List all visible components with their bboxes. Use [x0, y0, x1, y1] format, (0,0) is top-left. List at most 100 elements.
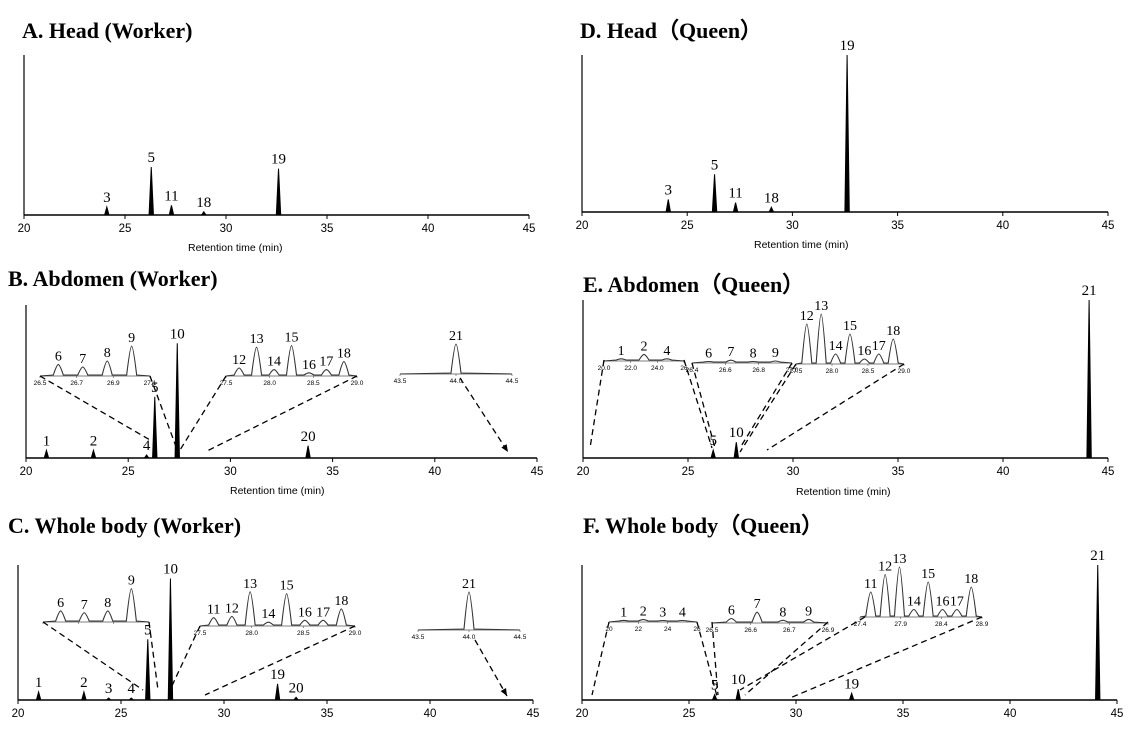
x-tick-label: 30 — [220, 223, 233, 235]
zoom-connector — [169, 625, 201, 691]
inset-tick-label: 26.9 — [107, 380, 120, 387]
x-tick-label: 45 — [1111, 708, 1124, 720]
inset-tick-label: 26.5 — [706, 627, 719, 634]
peak-19 — [844, 54, 850, 213]
inset-1: 20 22 24 26 1 2 3 4 — [591, 605, 719, 701]
inset-tick-label: 28.4 — [935, 621, 948, 628]
peak-label: 18 — [764, 190, 779, 206]
x-tick-label: 40 — [424, 708, 437, 720]
inset-peak-label: 1 — [618, 344, 625, 359]
x-tick-label: 25 — [119, 223, 132, 235]
inset-peak-label: 2 — [641, 339, 648, 354]
inset-1: 6 7 8 9 — [42, 574, 159, 691]
inset-tick-label: 26.9 — [822, 627, 835, 634]
arrow-head-icon — [500, 688, 507, 696]
x-tick-label: 35 — [891, 220, 904, 232]
x-tick-label: 30 — [787, 466, 800, 478]
inset-3: 43.5 44.0 44.5 21 — [412, 577, 527, 697]
peak-label: 10 — [170, 326, 185, 342]
peak-1 — [43, 448, 50, 459]
x-tick-label: 45 — [531, 466, 544, 478]
inset-peak-label: 6 — [728, 604, 735, 619]
zoom-arrow — [474, 639, 508, 697]
x-tick-label: 20 — [576, 220, 589, 232]
peak-11 — [732, 202, 739, 213]
inset-peak-label: 14 — [267, 355, 281, 370]
panel-f: F. Whole body（Queen）20 25 30 35 40 455 10 19212… — [576, 513, 1124, 720]
inset-3: 43.5 44.0 44.5 21 — [394, 329, 519, 453]
inset-tick-label: 28.0 — [826, 368, 839, 375]
peak-3 — [665, 199, 672, 213]
inset-1: 26.5 26.7 26.9 27.1 6 7 8 9 — [34, 331, 179, 453]
zoom-connector — [179, 375, 227, 451]
zoom-connector — [739, 363, 797, 453]
inset-trace — [417, 591, 521, 631]
peak-label: 21 — [1082, 283, 1097, 299]
peak-label: 20 — [289, 680, 304, 696]
inset-tick-label: 26.7 — [70, 380, 83, 387]
inset-peak-label: 17 — [316, 605, 330, 620]
x-tick-label: 30 — [790, 708, 803, 720]
x-tick-label: 45 — [523, 223, 536, 235]
inset-tick-label: 22.0 — [624, 365, 637, 372]
inset-peak-label: 18 — [337, 347, 351, 362]
x-tick-label: 20 — [577, 466, 590, 478]
inset-peak-label: 18 — [886, 324, 900, 339]
zoom-connector — [591, 621, 610, 696]
inset-peak-label: 18 — [964, 572, 978, 587]
inset-tick-label: 44.0 — [450, 378, 463, 385]
peak-3 — [103, 205, 110, 216]
peak-4 — [143, 454, 150, 459]
zoom-connector — [696, 621, 719, 701]
panel-title: D. Head（Queen） — [580, 18, 762, 43]
inset-tick-label: 26.6 — [719, 367, 732, 374]
zoom-connector — [691, 362, 716, 449]
x-tick-label: 25 — [122, 466, 135, 478]
peak-18 — [768, 206, 775, 213]
zoom-connector — [739, 616, 866, 691]
inset-peak-label: 15 — [921, 567, 935, 582]
peak-10 — [167, 578, 174, 701]
peak-5 — [710, 448, 717, 459]
inset-peak-label: 15 — [280, 579, 294, 594]
inset-peak-label: 8 — [104, 346, 111, 361]
peak-18 — [200, 210, 207, 216]
peak-label: 5 — [144, 622, 152, 638]
inset-tick-label: 26 — [693, 626, 701, 633]
panel-title: E. Abdomen（Queen） — [583, 272, 804, 297]
zoom-connector — [766, 363, 905, 451]
peak-19 — [274, 683, 281, 701]
inset-peak-label: 8 — [779, 605, 786, 620]
inset-tick-label: 43.5 — [394, 378, 407, 385]
peak-5 — [145, 639, 151, 701]
inset-peak-label: 12 — [225, 602, 239, 617]
inset-tick-label: 27.4 — [854, 621, 867, 628]
peak-3 — [105, 697, 113, 701]
peak-label: 19 — [840, 38, 855, 54]
inset-peak-label: 7 — [79, 352, 86, 367]
inset-peak-label: 6 — [55, 350, 62, 365]
inset-tick-label: 27.9 — [894, 621, 907, 628]
inset-tick-label: 44.5 — [506, 378, 519, 385]
x-axis-label: Retention time (min) — [230, 485, 325, 497]
inset-trace — [691, 359, 793, 364]
inset-tick-label: 29.0 — [898, 368, 911, 375]
x-tick-label: 20 — [18, 223, 31, 235]
peak-label: 21 — [1090, 548, 1105, 564]
inset-tick-label: 43.5 — [412, 634, 425, 641]
peak-label: 19 — [844, 676, 859, 692]
inset-peak-label: 13 — [243, 577, 257, 592]
x-tick-label: 35 — [321, 223, 334, 235]
x-tick-label: 40 — [428, 466, 441, 478]
inset-tick-label: 22 — [635, 626, 643, 633]
peak-label: 4 — [143, 438, 151, 454]
x-tick-label: 30 — [218, 708, 231, 720]
inset-peak-label: 4 — [679, 606, 686, 621]
x-tick-label: 25 — [683, 708, 696, 720]
inset-peak-label: 3 — [659, 606, 666, 621]
peak-4 — [127, 697, 135, 701]
x-axis-label: Retention time (min) — [188, 242, 283, 254]
inset-peak-label: 7 — [754, 597, 761, 612]
